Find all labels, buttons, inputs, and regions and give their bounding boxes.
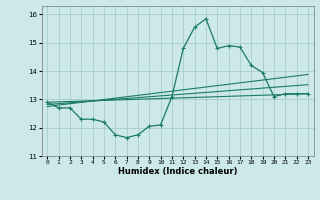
X-axis label: Humidex (Indice chaleur): Humidex (Indice chaleur) bbox=[118, 167, 237, 176]
